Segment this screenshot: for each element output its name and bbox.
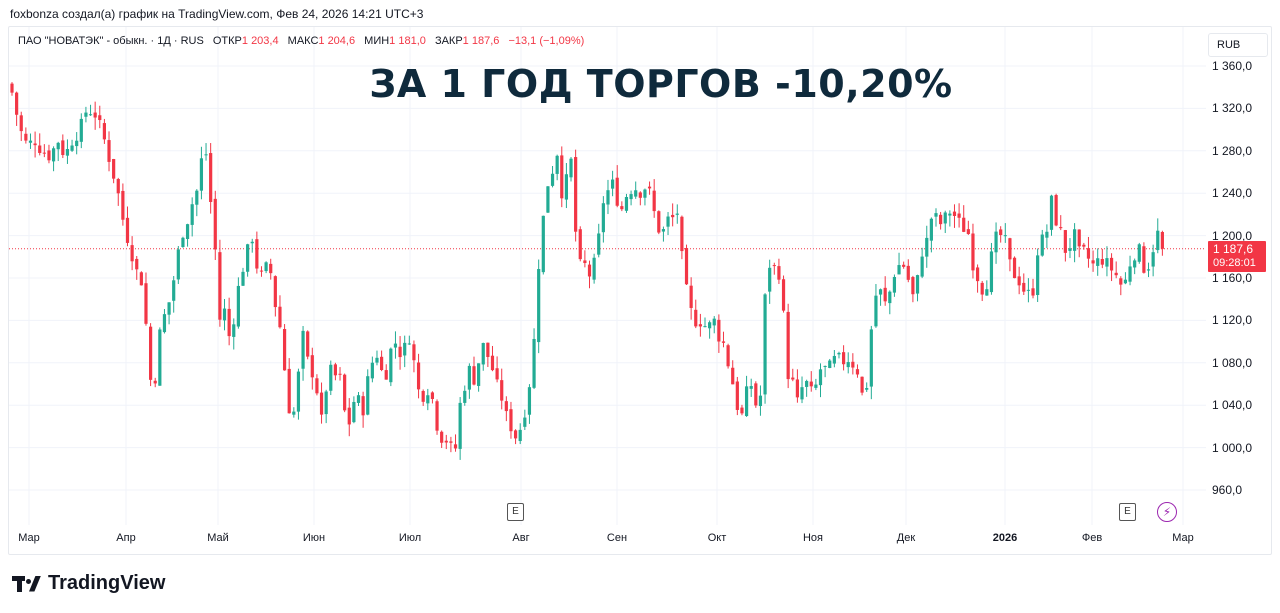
time-tick-label: Май [207, 532, 229, 544]
earnings-icon[interactable]: E [1119, 503, 1136, 521]
price-tick-label: 1 080,0 [1212, 355, 1253, 370]
low-value: 1 181,0 [389, 35, 426, 47]
tradingview-mark-icon [12, 575, 42, 592]
price-tick-label: 1 360,0 [1212, 59, 1253, 73]
brand-name: TradingView [48, 572, 166, 594]
time-tick-label: Июн [302, 532, 326, 544]
time-tick-label: Мар [18, 532, 40, 544]
price-tick-label: 1 200,0 [1212, 228, 1253, 243]
time-tick-label: Сен [606, 532, 628, 544]
time-tick-label: Мар [1172, 532, 1194, 544]
time-tick-label: Ноя [802, 532, 824, 544]
earnings-icon[interactable]: E [507, 503, 524, 521]
time-tick-label: 2026 [992, 532, 1018, 544]
last-price-tag: 1 187,6 09:28:01 [1208, 241, 1266, 272]
tradingview-logo[interactable]: TradingView [12, 572, 165, 595]
time-tick-label: Фев [1081, 532, 1103, 544]
price-tick-label: 1 000,0 [1212, 440, 1253, 455]
symbol-legend: ПАО "НОВАТЭК" - обыкн. · 1Д · RUS ОТКР1 … [18, 35, 584, 47]
high-value: 1 204,6 [318, 35, 356, 47]
open-value: 1 203,4 [241, 35, 279, 47]
symbol-title[interactable]: ПАО "НОВАТЭК" - обыкн. · 1Д · RUS [18, 35, 204, 47]
price-tick-label: 1 280,0 [1212, 143, 1253, 158]
chart-caption: foxbonza создал(а) график на TradingView… [10, 7, 424, 21]
price-tick-label: 960,0 [1212, 483, 1243, 497]
high-label: МАКС [287, 35, 319, 47]
price-tick-label: 1 040,0 [1212, 398, 1253, 413]
time-tick-label: Дек [896, 532, 916, 544]
close-label: ЗАКР [434, 35, 463, 47]
change-value: −13,1 (−1,09%) [508, 35, 585, 47]
lightning-icon[interactable]: ⚡ [1157, 502, 1177, 522]
time-tick-label: Окт [707, 532, 727, 544]
bar-countdown: 09:28:01 [1213, 257, 1256, 269]
low-label: МИН [364, 35, 390, 47]
open-label: ОТКР [212, 35, 242, 47]
price-tick-label: 1 160,0 [1212, 271, 1253, 285]
price-tick-label: 1 120,0 [1212, 313, 1253, 328]
time-tick-label: Апр [116, 532, 136, 544]
time-tick-label: Авг [512, 532, 530, 544]
price-tick-label: 1 240,0 [1212, 186, 1253, 201]
close-value: 1 187,6 [462, 35, 500, 47]
currency-button[interactable]: RUB [1208, 33, 1268, 57]
price-tick-label: 1 320,0 [1212, 101, 1253, 116]
last-price: 1 187,6 [1213, 242, 1254, 256]
headline-annotation: ЗА 1 ГОД ТОРГОВ -10,20% [369, 62, 953, 106]
time-tick-label: Июл [398, 532, 422, 544]
